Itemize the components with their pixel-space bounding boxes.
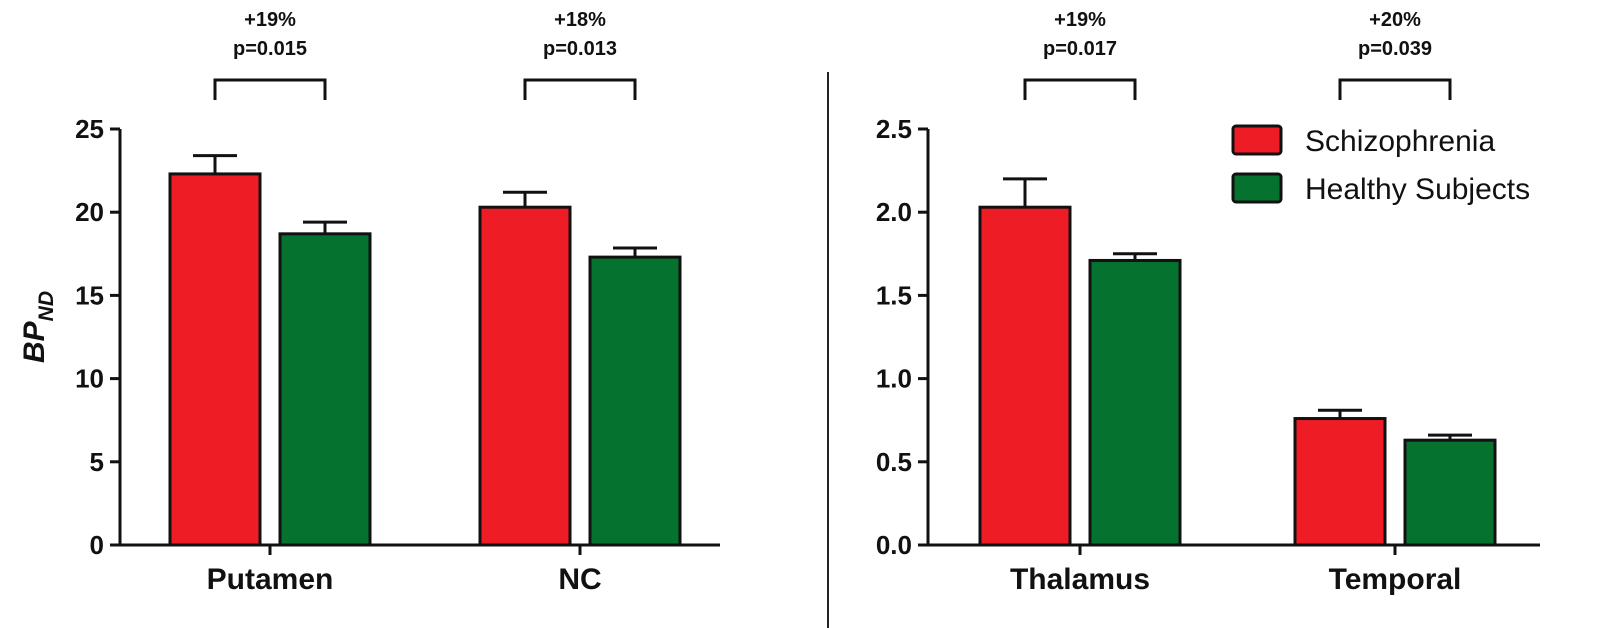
y-tick-label: 2.5 [876, 114, 912, 144]
bar-healthy-temporal [1403, 438, 1497, 547]
legend-swatch-healthy [1231, 172, 1283, 204]
x-category-label: Putamen [207, 563, 334, 596]
y-tick-label: 20 [75, 197, 104, 227]
annotation-p-value: p=0.039 [1358, 38, 1432, 60]
y-tick-label: 0 [90, 530, 104, 560]
annotation-p-value: p=0.017 [1043, 38, 1117, 60]
y-tick-label: 10 [75, 364, 104, 394]
significance-bracket [1338, 78, 1452, 100]
annotation-change: +19% [1054, 9, 1106, 31]
bar-schizophrenia-nc [478, 205, 572, 547]
annotation-change: +19% [244, 9, 296, 31]
legend-label: Healthy Subjects [1305, 173, 1530, 206]
y-tick-label: 25 [75, 114, 104, 144]
y-tick-label: 0.0 [876, 530, 912, 560]
y-axis-label-main: BP [18, 320, 51, 363]
bar-schizophrenia-temporal [1293, 417, 1387, 547]
annotation-change: +20% [1369, 9, 1421, 31]
bar-healthy-thalamus [1088, 258, 1182, 547]
bar-schizophrenia-thalamus [978, 205, 1072, 547]
bar-schizophrenia-putamen [168, 172, 262, 547]
legend-swatch-schizophrenia [1231, 124, 1283, 156]
significance-bracket [1023, 78, 1137, 100]
bar-healthy-putamen [278, 232, 372, 547]
y-tick-label: 1.5 [876, 280, 912, 310]
x-category-label: Temporal [1329, 563, 1462, 596]
y-tick-label: 2.0 [876, 197, 912, 227]
y-tick-label: 0.5 [876, 447, 912, 477]
annotation-change: +18% [554, 9, 606, 31]
significance-bracket [213, 78, 327, 100]
y-tick-label: 15 [75, 280, 104, 310]
annotation-p-value: p=0.013 [543, 38, 617, 60]
legend-label: Schizophrenia [1305, 125, 1495, 158]
y-axis-label-group: BPND [18, 291, 58, 363]
y-tick-label: 5 [90, 447, 104, 477]
y-axis-label-subscript: ND [35, 291, 58, 321]
x-category-label: Thalamus [1010, 563, 1150, 596]
y-tick-label: 1.0 [876, 364, 912, 394]
legend: Schizophrenia Healthy Subjects [1231, 124, 1530, 206]
annotation-p-value: p=0.015 [233, 38, 307, 60]
y-axis-label: BPND [18, 291, 58, 363]
x-category-label: NC [558, 563, 601, 596]
significance-bracket [523, 78, 637, 100]
bar-healthy-nc [588, 255, 682, 547]
